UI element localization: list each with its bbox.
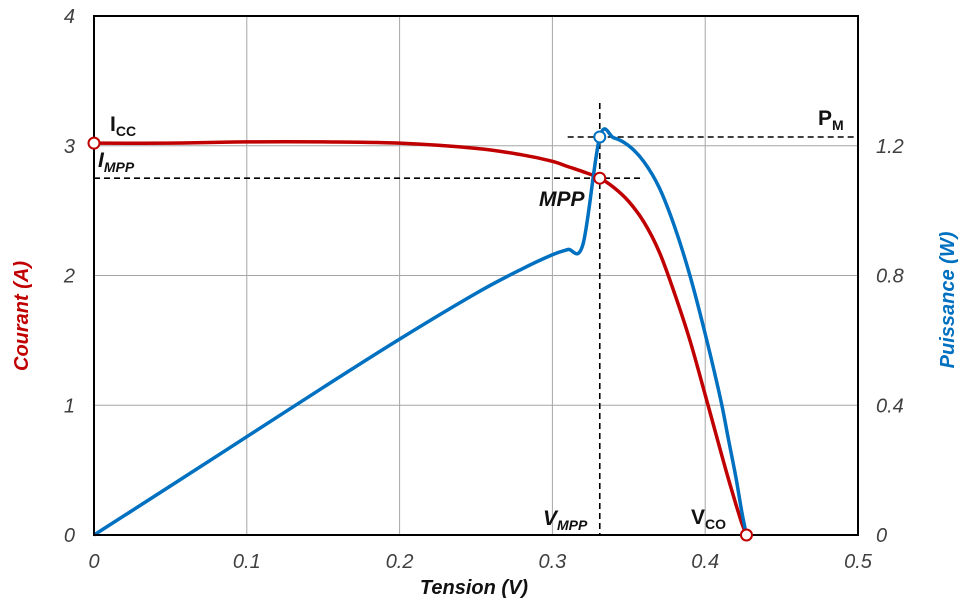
x-tick-label: 0 bbox=[88, 551, 99, 573]
icc-point bbox=[87, 136, 101, 150]
y-left-axis-title: Courant (A) bbox=[11, 261, 33, 371]
power-curve bbox=[93, 127, 749, 537]
x-tick-label: 0.4 bbox=[691, 551, 719, 573]
y-left-tick-label: 1 bbox=[64, 395, 75, 417]
grid bbox=[93, 15, 859, 536]
mpp-point bbox=[593, 171, 607, 185]
current-curve bbox=[93, 139, 749, 536]
x-tick-label: 0.5 bbox=[844, 551, 873, 573]
y-right-axis-title: Puissance (W) bbox=[937, 231, 959, 368]
y-left-tick-label: 3 bbox=[64, 136, 75, 158]
y-right-tick-label: 0 bbox=[876, 525, 887, 547]
curves bbox=[93, 127, 749, 537]
vco-point bbox=[739, 528, 753, 542]
y-right-tick-label: 0.8 bbox=[876, 266, 904, 288]
y-left-tick-label: 4 bbox=[64, 6, 75, 28]
x-tick-label: 0.1 bbox=[233, 551, 261, 573]
y-left-tick-label: 2 bbox=[63, 266, 75, 288]
markers bbox=[87, 130, 753, 542]
x-tick-label: 0.2 bbox=[386, 551, 414, 573]
y-right-tick-label: 0.4 bbox=[876, 395, 904, 417]
icc-label: ICC bbox=[110, 113, 136, 139]
annotations: ICC IMPP MPP VMPP VCO PM bbox=[98, 107, 844, 533]
vmpp-label: VMPP bbox=[543, 507, 588, 533]
y-right-tick-label: 1.2 bbox=[876, 136, 904, 158]
reference-lines bbox=[94, 103, 858, 535]
vco-label: VCO bbox=[691, 506, 726, 532]
y-right-tick-labels: 0 0.4 0.8 1.2 bbox=[876, 136, 904, 547]
pm-point bbox=[593, 130, 607, 144]
impp-label: IMPP bbox=[98, 149, 135, 175]
pm-label: PM bbox=[818, 107, 844, 133]
x-axis-title: Tension (V) bbox=[420, 577, 528, 599]
y-left-tick-label: 0 bbox=[64, 525, 75, 547]
y-left-tick-labels: 0 1 2 3 4 bbox=[63, 6, 75, 547]
plot-frame bbox=[93, 15, 859, 536]
x-tick-label: 0.3 bbox=[538, 551, 566, 573]
mpp-label: MPP bbox=[539, 188, 586, 211]
x-tick-labels: 0 0.1 0.2 0.3 0.4 0.5 bbox=[88, 551, 872, 573]
